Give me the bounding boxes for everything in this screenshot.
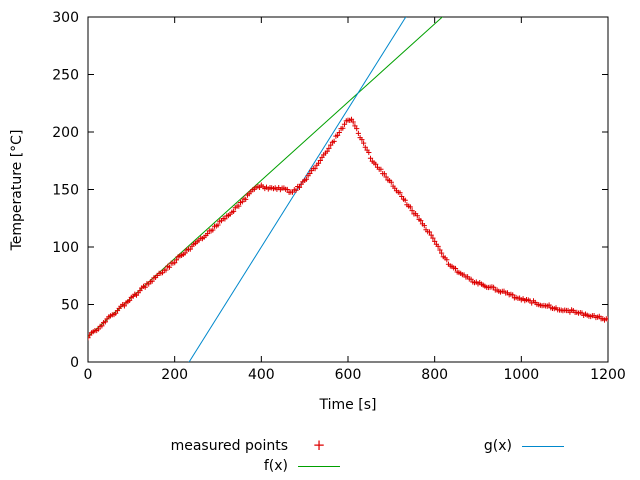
legend-label-g: g(x): [483, 438, 512, 454]
x-tick-label: 1200: [590, 367, 626, 383]
y-tick-label: 100: [52, 240, 79, 256]
plot-border: [87, 16, 609, 363]
series-measured-points: [88, 116, 608, 341]
x-tick-label: 200: [161, 367, 188, 383]
x-tick-label: 0: [84, 367, 93, 383]
y-tick-label: 200: [52, 125, 79, 141]
legend-line-sample-g: [522, 446, 564, 447]
y-axis-title: Temperature [°C]: [9, 129, 25, 251]
y-tick-label: 50: [61, 298, 79, 314]
series-line-gx: [188, 17, 407, 362]
legend-label-measured-points: measured points: [170, 438, 288, 454]
x-tick-label: 1000: [504, 367, 540, 383]
x-tick-label: 600: [335, 367, 362, 383]
y-tick-label: 250: [52, 68, 79, 84]
y-tick-label: 0: [70, 355, 79, 371]
x-tick-label: 400: [248, 367, 275, 383]
legend-label-f: f(x): [263, 458, 288, 474]
legend-line-sample-f: [298, 466, 340, 467]
y-tick-label: 150: [52, 183, 79, 199]
legend-plus-marker-icon: +: [312, 436, 326, 454]
series-line-fx: [88, 17, 444, 338]
x-tick-label: 800: [421, 367, 448, 383]
x-axis-title: Time [s]: [319, 397, 377, 413]
y-tick-label: 300: [52, 10, 79, 26]
